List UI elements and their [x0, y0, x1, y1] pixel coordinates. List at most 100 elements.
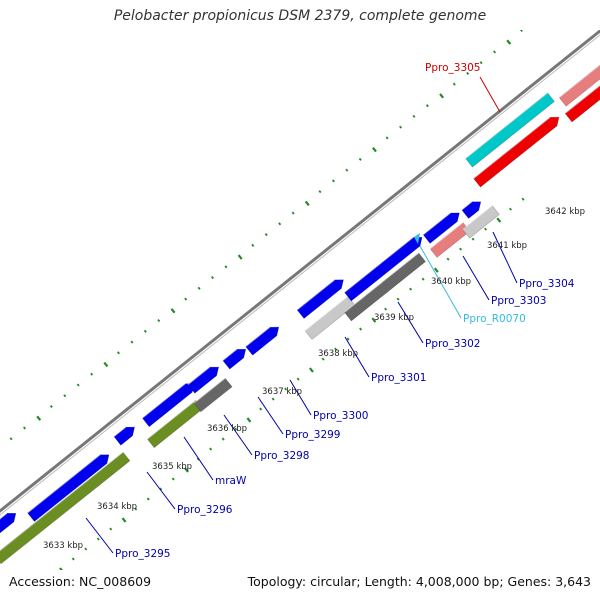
- gene-feature[interactable]: [27, 454, 110, 522]
- scale-tick: [209, 447, 213, 451]
- feature-highlight: [465, 92, 548, 159]
- feature-highlight: [193, 377, 226, 404]
- gene-feature[interactable]: [193, 377, 233, 413]
- gene-label-ppro_3298[interactable]: Ppro_3298: [254, 450, 309, 462]
- gene-feature[interactable]: [422, 212, 460, 244]
- scale-tick: [479, 61, 483, 65]
- feature-highlight: [27, 454, 101, 514]
- kbp-label: 3640 kbp: [431, 277, 471, 287]
- gene-label-ppro_3302[interactable]: Ppro_3302: [425, 338, 480, 350]
- map-title: Pelobacter propionicus DSM 2379, complet…: [113, 8, 487, 24]
- scale-tick: [23, 426, 26, 430]
- scale-tick: [271, 397, 275, 401]
- kbp-label: 3642 kbp: [545, 207, 585, 217]
- feature-highlight: [141, 383, 186, 419]
- feature-highlight: [0, 451, 124, 552]
- gene-feature[interactable]: [465, 92, 555, 168]
- gene-feature[interactable]: [344, 252, 426, 322]
- scale-tick: [521, 197, 525, 201]
- leader-line: [344, 336, 370, 378]
- scale-tick: [130, 340, 134, 344]
- backbone-line: [0, 34, 600, 516]
- kbp-label: 3638 kbp: [318, 349, 358, 359]
- scale-tick: [446, 257, 450, 261]
- leader-line: [146, 471, 176, 510]
- kbp-label: 3634 kbp: [97, 502, 137, 512]
- scale-tick: [471, 237, 475, 241]
- kbp-label: 3637 kbp: [262, 387, 302, 397]
- feature-highlight: [473, 116, 551, 179]
- gene-feature[interactable]: [0, 451, 131, 565]
- gene-feature[interactable]: [462, 205, 500, 239]
- scale-tick: [234, 427, 238, 431]
- scale-tick: [493, 50, 497, 54]
- rna-feature[interactable]: [414, 233, 420, 244]
- backbone-line: [0, 30, 600, 513]
- scale-tick: [385, 136, 389, 140]
- feature-highlight: [429, 222, 464, 250]
- gene-label-ppro_3305[interactable]: Ppro_3305: [425, 62, 480, 74]
- leader-line: [289, 379, 312, 416]
- scale-tick: [211, 276, 215, 280]
- scale-tick: [143, 329, 147, 333]
- gene-label-ppro_3299[interactable]: Ppro_3299: [285, 429, 340, 441]
- scale-tick: [439, 93, 445, 99]
- scale-tick: [496, 217, 502, 223]
- scale-tick: [103, 361, 109, 368]
- kbp-label: 3639 kbp: [374, 313, 414, 323]
- scale-tick: [96, 537, 100, 541]
- kbp-label: 3635 kbp: [152, 462, 192, 472]
- scale-tick: [412, 114, 416, 118]
- scale-tick: [433, 267, 439, 273]
- gene-feature[interactable]: [113, 426, 135, 446]
- scale-tick: [345, 168, 349, 172]
- gene-label-ppro_3303[interactable]: Ppro_3303: [491, 295, 546, 307]
- scale-tick: [359, 327, 363, 331]
- scale-tick: [49, 404, 53, 409]
- scale-tick: [134, 507, 138, 511]
- scale-tick: [409, 287, 413, 291]
- gene-feature[interactable]: [296, 279, 344, 319]
- scale-tick: [318, 190, 322, 194]
- scale-tick: [259, 407, 263, 411]
- leader-line: [397, 301, 424, 344]
- gene-feature[interactable]: [0, 512, 17, 535]
- gene-label-ppro_r0070[interactable]: Ppro_R0070: [463, 313, 526, 325]
- scale-tick: [121, 517, 127, 523]
- gene-feature[interactable]: [558, 54, 600, 107]
- genome-map: 3633 kbp 3634 kbp 3635 kbp 3636 kbp 3637 kbp…: [0, 19, 600, 570]
- gene-feature[interactable]: [187, 366, 220, 394]
- scale-tick: [509, 207, 513, 211]
- gene-feature[interactable]: [473, 116, 560, 188]
- gene-label-ppro_3296[interactable]: Ppro_3296: [177, 504, 233, 516]
- scale-tick: [237, 254, 243, 260]
- scale-tick: [371, 317, 377, 323]
- gene-label-ppro_3295[interactable]: Ppro_3295: [115, 548, 170, 560]
- feature-highlight: [558, 64, 600, 99]
- gene-label-ppro_3304[interactable]: Ppro_3304: [519, 278, 575, 290]
- scale-tick: [534, 19, 536, 21]
- leader-line: [462, 255, 490, 301]
- scale-tick: [421, 277, 425, 281]
- scale-tick: [304, 200, 310, 206]
- scale-tick: [221, 437, 225, 441]
- scale-tick: [184, 297, 188, 301]
- gene-label-mraw[interactable]: mraW: [215, 475, 247, 487]
- gene-feature[interactable]: [222, 348, 247, 370]
- scale-tick: [224, 265, 228, 269]
- gene-labels[interactable]: Ppro_3295 Ppro_3296 mraW Ppro_3298 Ppro_3299…: [115, 62, 575, 560]
- gene-label-ppro_3300[interactable]: Ppro_3300: [313, 410, 368, 422]
- genome-backbone: [0, 30, 600, 516]
- scale-tick: [117, 351, 120, 355]
- scale-tick: [246, 417, 252, 423]
- gene-feature[interactable]: [245, 326, 280, 356]
- scale-tick: [171, 477, 175, 481]
- gene-feature[interactable]: [461, 201, 482, 219]
- gene-feature[interactable]: [344, 236, 423, 302]
- feature-highlight: [296, 279, 335, 311]
- scale-tick: [157, 319, 161, 323]
- feature-highlight: [245, 326, 271, 348]
- scale-tick: [184, 467, 189, 473]
- gene-label-ppro_3301[interactable]: Ppro_3301: [371, 372, 426, 384]
- scale-tick: [36, 415, 42, 421]
